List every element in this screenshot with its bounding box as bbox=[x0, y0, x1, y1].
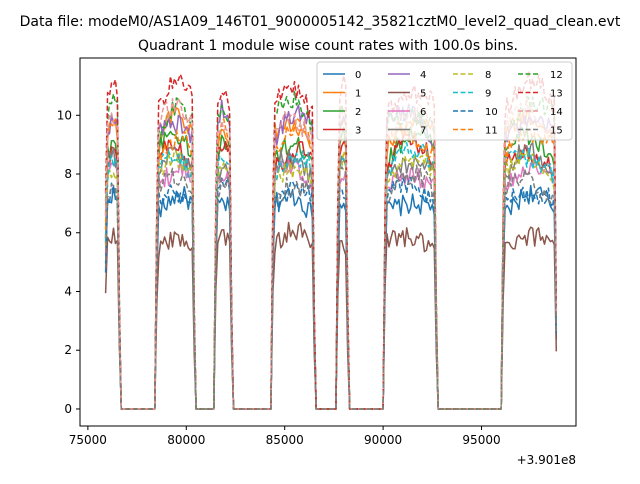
legend-label-4: 4 bbox=[420, 70, 426, 81]
legend-label-14: 14 bbox=[550, 107, 563, 118]
x-tick-label: 85000 bbox=[266, 433, 304, 447]
y-tick-label: 8 bbox=[64, 167, 72, 181]
legend-label-9: 9 bbox=[485, 89, 491, 100]
figure-suptitle: Data file: modeM0/AS1A09_146T01_90000051… bbox=[20, 14, 621, 30]
legend-label-12: 12 bbox=[550, 70, 563, 81]
chart-title: Quadrant 1 module wise count rates with … bbox=[138, 38, 518, 54]
series-line-1 bbox=[104, 105, 558, 410]
y-tick-label: 4 bbox=[64, 284, 72, 298]
plot-frame bbox=[79, 57, 577, 427]
series-line-0 bbox=[104, 184, 558, 410]
x-axis-offset-label: +3.901e8 bbox=[517, 453, 576, 467]
series-lines bbox=[104, 70, 558, 410]
y-tick-label: 6 bbox=[64, 226, 72, 240]
y-tick-label: 10 bbox=[57, 108, 72, 122]
series-line-6 bbox=[104, 154, 558, 410]
x-tick-label: 75000 bbox=[69, 433, 107, 447]
legend-box bbox=[316, 61, 573, 141]
series-line-14 bbox=[104, 97, 558, 410]
x-tick-label: 90000 bbox=[364, 433, 402, 447]
series-line-8 bbox=[104, 149, 558, 410]
y-tick-label: 2 bbox=[64, 343, 72, 357]
legend-label-7: 7 bbox=[420, 126, 426, 137]
legend-label-11: 11 bbox=[485, 126, 498, 137]
legend-label-8: 8 bbox=[485, 70, 491, 81]
legend-label-15: 15 bbox=[550, 126, 563, 137]
legend-label-13: 13 bbox=[550, 89, 563, 100]
series-line-9 bbox=[104, 142, 558, 410]
legend-label-0: 0 bbox=[355, 70, 361, 81]
series-line-7 bbox=[104, 141, 558, 410]
series-line-5 bbox=[104, 221, 558, 410]
y-tick-label: 0 bbox=[64, 402, 72, 416]
legend-label-2: 2 bbox=[355, 107, 361, 118]
x-tick-label: 80000 bbox=[167, 433, 205, 447]
legend-label-3: 3 bbox=[355, 126, 361, 137]
series-line-10 bbox=[104, 176, 558, 410]
series-line-11 bbox=[104, 117, 558, 410]
x-tick-label: 95000 bbox=[462, 433, 500, 447]
legend-label-10: 10 bbox=[485, 107, 498, 118]
x-axis: 75000 80000 85000 90000 95000 bbox=[69, 426, 501, 447]
legend-label-5: 5 bbox=[420, 89, 426, 100]
legend-label-1: 1 bbox=[355, 89, 361, 100]
legend-label-6: 6 bbox=[420, 107, 426, 118]
series-line-4 bbox=[104, 99, 558, 410]
y-axis: 0 2 4 6 8 10 bbox=[57, 108, 80, 416]
series-line-2 bbox=[104, 126, 558, 410]
series-line-15 bbox=[104, 164, 558, 410]
